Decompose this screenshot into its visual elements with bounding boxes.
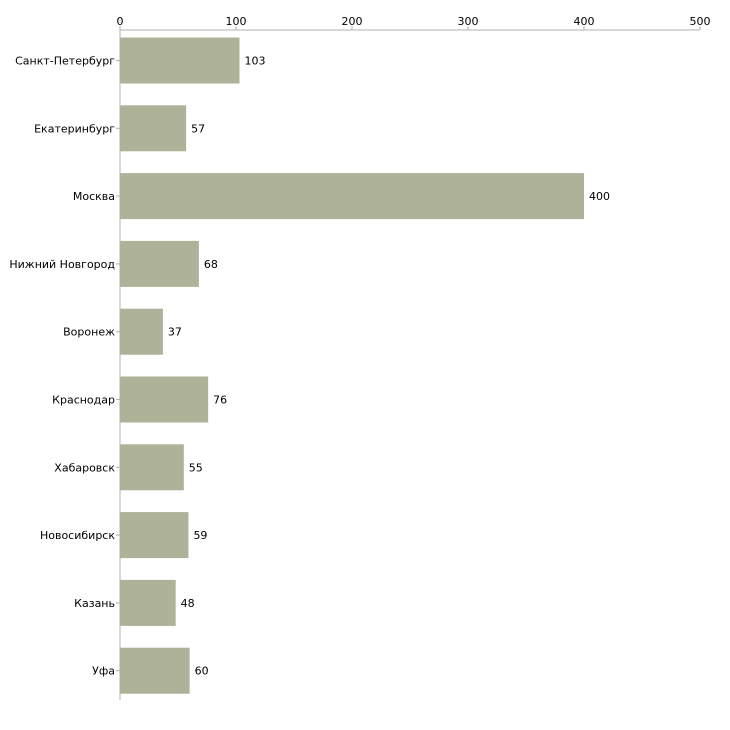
- data-label: 55: [189, 461, 203, 474]
- bar: [120, 647, 190, 694]
- category-label: Хабаровск: [54, 461, 115, 474]
- data-label: 37: [168, 326, 182, 339]
- category-label: Санкт-Петербург: [15, 55, 115, 68]
- data-label: 57: [191, 122, 205, 135]
- category-label: Краснодар: [52, 394, 115, 407]
- bar: [120, 37, 240, 84]
- category-label: Новосибирск: [40, 529, 115, 542]
- data-label: 400: [589, 190, 610, 203]
- bar: [120, 579, 176, 626]
- category-label: Воронеж: [63, 326, 115, 339]
- x-tick-label: 500: [690, 15, 711, 28]
- bar: [120, 240, 199, 287]
- category-label: Уфа: [92, 665, 115, 678]
- x-tick-label: 100: [226, 15, 247, 28]
- category-label: Екатеринбург: [34, 122, 115, 135]
- data-label: 48: [181, 597, 195, 610]
- category-label: Нижний Новгород: [9, 258, 115, 271]
- x-tick-label: 200: [342, 15, 363, 28]
- bars: Санкт-Петербург 103 Екатеринбург 57 Москва 40…: [9, 37, 610, 694]
- bar: [120, 105, 187, 152]
- category-label: Москва: [73, 190, 115, 203]
- category-label: Казань: [74, 597, 115, 610]
- bar: [120, 512, 189, 559]
- data-label: 68: [204, 258, 218, 271]
- data-label: 59: [193, 529, 207, 542]
- bar: [120, 308, 163, 355]
- bar: [120, 444, 184, 491]
- data-label: 60: [195, 665, 209, 678]
- data-label: 76: [213, 394, 227, 407]
- x-axis: 0 100 200 300 400 500: [116, 15, 711, 700]
- x-tick-label: 300: [458, 15, 479, 28]
- bar: [120, 376, 209, 423]
- x-tick-label: 400: [574, 15, 595, 28]
- data-label: 103: [244, 55, 265, 68]
- x-tick-label: 0: [117, 15, 124, 28]
- bar: [120, 173, 584, 220]
